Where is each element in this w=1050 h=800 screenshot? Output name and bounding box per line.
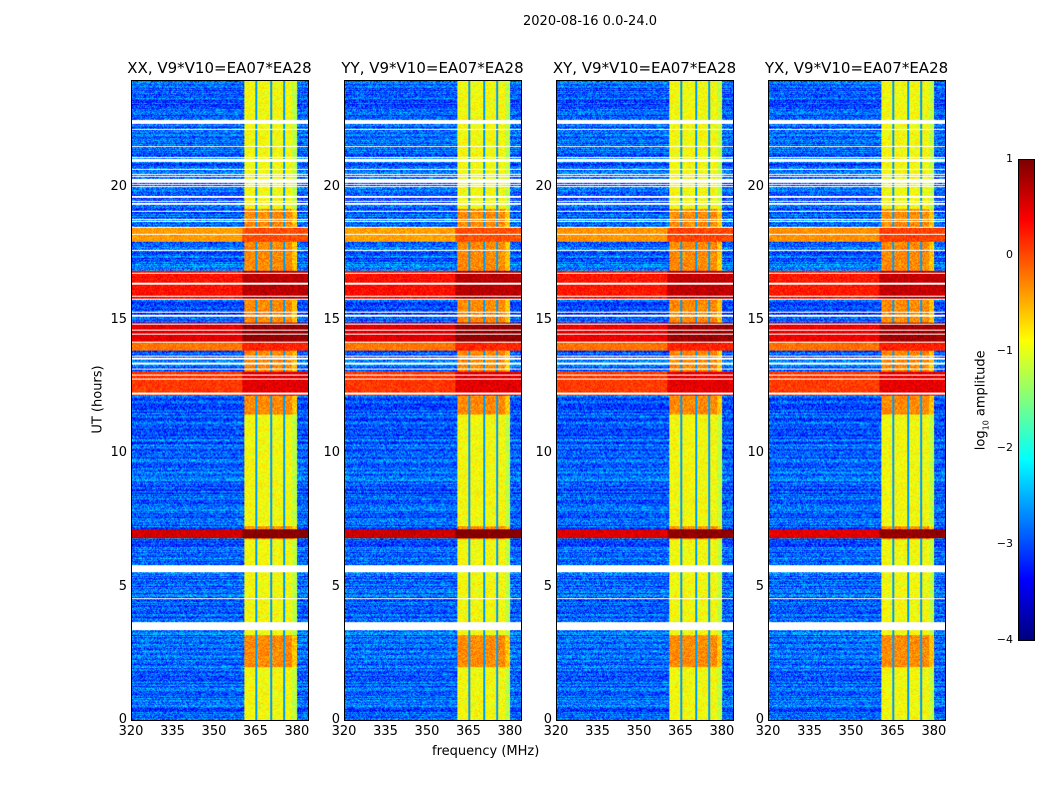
y-tick-label: 15 [747, 312, 764, 327]
x-tick-label: 350 [414, 724, 440, 739]
y-tick-label: 5 [755, 578, 764, 594]
colorbar-label-sub: 10 [981, 420, 991, 431]
colorbar-tick-label: 0 [1006, 248, 1013, 262]
y-tick-label: 0 [755, 712, 764, 727]
panel-title: XX, V9*V10=EA07*EA28 [127, 59, 312, 77]
x-tick-label: 335 [160, 724, 185, 739]
y-tick-label: 15 [323, 312, 340, 327]
y-tick-label: 15 [535, 312, 552, 327]
spectrogram-panel-yx [768, 80, 946, 721]
y-axis-label: UT (hours) [90, 365, 106, 434]
x-tick-label: 335 [585, 724, 610, 739]
y-tick-label: 0 [331, 712, 340, 727]
x-tick-label: 365 [456, 724, 481, 739]
y-tick-label: 5 [118, 578, 127, 594]
x-tick-label: 350 [201, 724, 227, 739]
spectrogram-panel-xx [131, 80, 309, 721]
x-tick-label: 350 [838, 724, 864, 739]
colorbar-tick-label: 1 [1006, 152, 1013, 165]
colorbar-label-main: log [973, 430, 989, 451]
colorbar [1018, 159, 1035, 641]
y-tick-label: 5 [331, 578, 340, 594]
x-tick-label: 320 [543, 724, 569, 739]
y-tick-label: 20 [747, 178, 764, 194]
x-tick-label: 350 [626, 724, 652, 739]
x-tick-label: 380 [497, 724, 523, 739]
spectrogram-panel-xy [556, 80, 734, 721]
y-tick-label: 10 [110, 445, 127, 461]
y-tick-label: 10 [323, 445, 340, 461]
y-tick-label: 15 [110, 312, 127, 327]
colorbar-label-tail: amplitude [973, 350, 989, 421]
y-tick-label: 20 [535, 178, 552, 194]
y-tick-label: 0 [118, 712, 127, 727]
x-tick-label: 365 [668, 724, 693, 739]
y-tick-label: 5 [543, 578, 552, 594]
x-tick-label: 380 [709, 724, 735, 739]
y-tick-label: 10 [535, 445, 552, 461]
figure-title: 2020-08-16 0.0-24.0 [523, 14, 657, 29]
x-axis-label: frequency (MHz) [432, 744, 540, 759]
x-tick-label: 380 [284, 724, 310, 739]
y-tick-label: 10 [747, 445, 764, 461]
spectrogram-panel-yy [344, 80, 522, 721]
x-tick-label: 335 [373, 724, 398, 739]
x-tick-label: 380 [921, 724, 947, 739]
colorbar-tick-label: −3 [996, 536, 1013, 550]
x-tick-label: 320 [331, 724, 357, 739]
panel-title: YY, V9*V10=EA07*EA28 [341, 59, 524, 77]
colorbar-tick-label: −4 [996, 633, 1013, 646]
panel-title: XY, V9*V10=EA07*EA28 [552, 59, 737, 77]
x-tick-label: 335 [797, 724, 822, 739]
x-tick-label: 365 [880, 724, 905, 739]
panel-title: YX, V9*V10=EA07*EA28 [764, 59, 949, 77]
colorbar-tick-label: −2 [996, 440, 1013, 454]
colorbar-label: log10 amplitude [974, 338, 991, 462]
x-tick-label: 365 [243, 724, 268, 739]
y-tick-label: 20 [110, 178, 127, 194]
colorbar-tick-label: −1 [996, 344, 1013, 358]
x-tick-label: 320 [755, 724, 781, 739]
y-tick-label: 20 [323, 178, 340, 194]
x-tick-label: 320 [118, 724, 144, 739]
y-tick-label: 0 [543, 712, 552, 727]
